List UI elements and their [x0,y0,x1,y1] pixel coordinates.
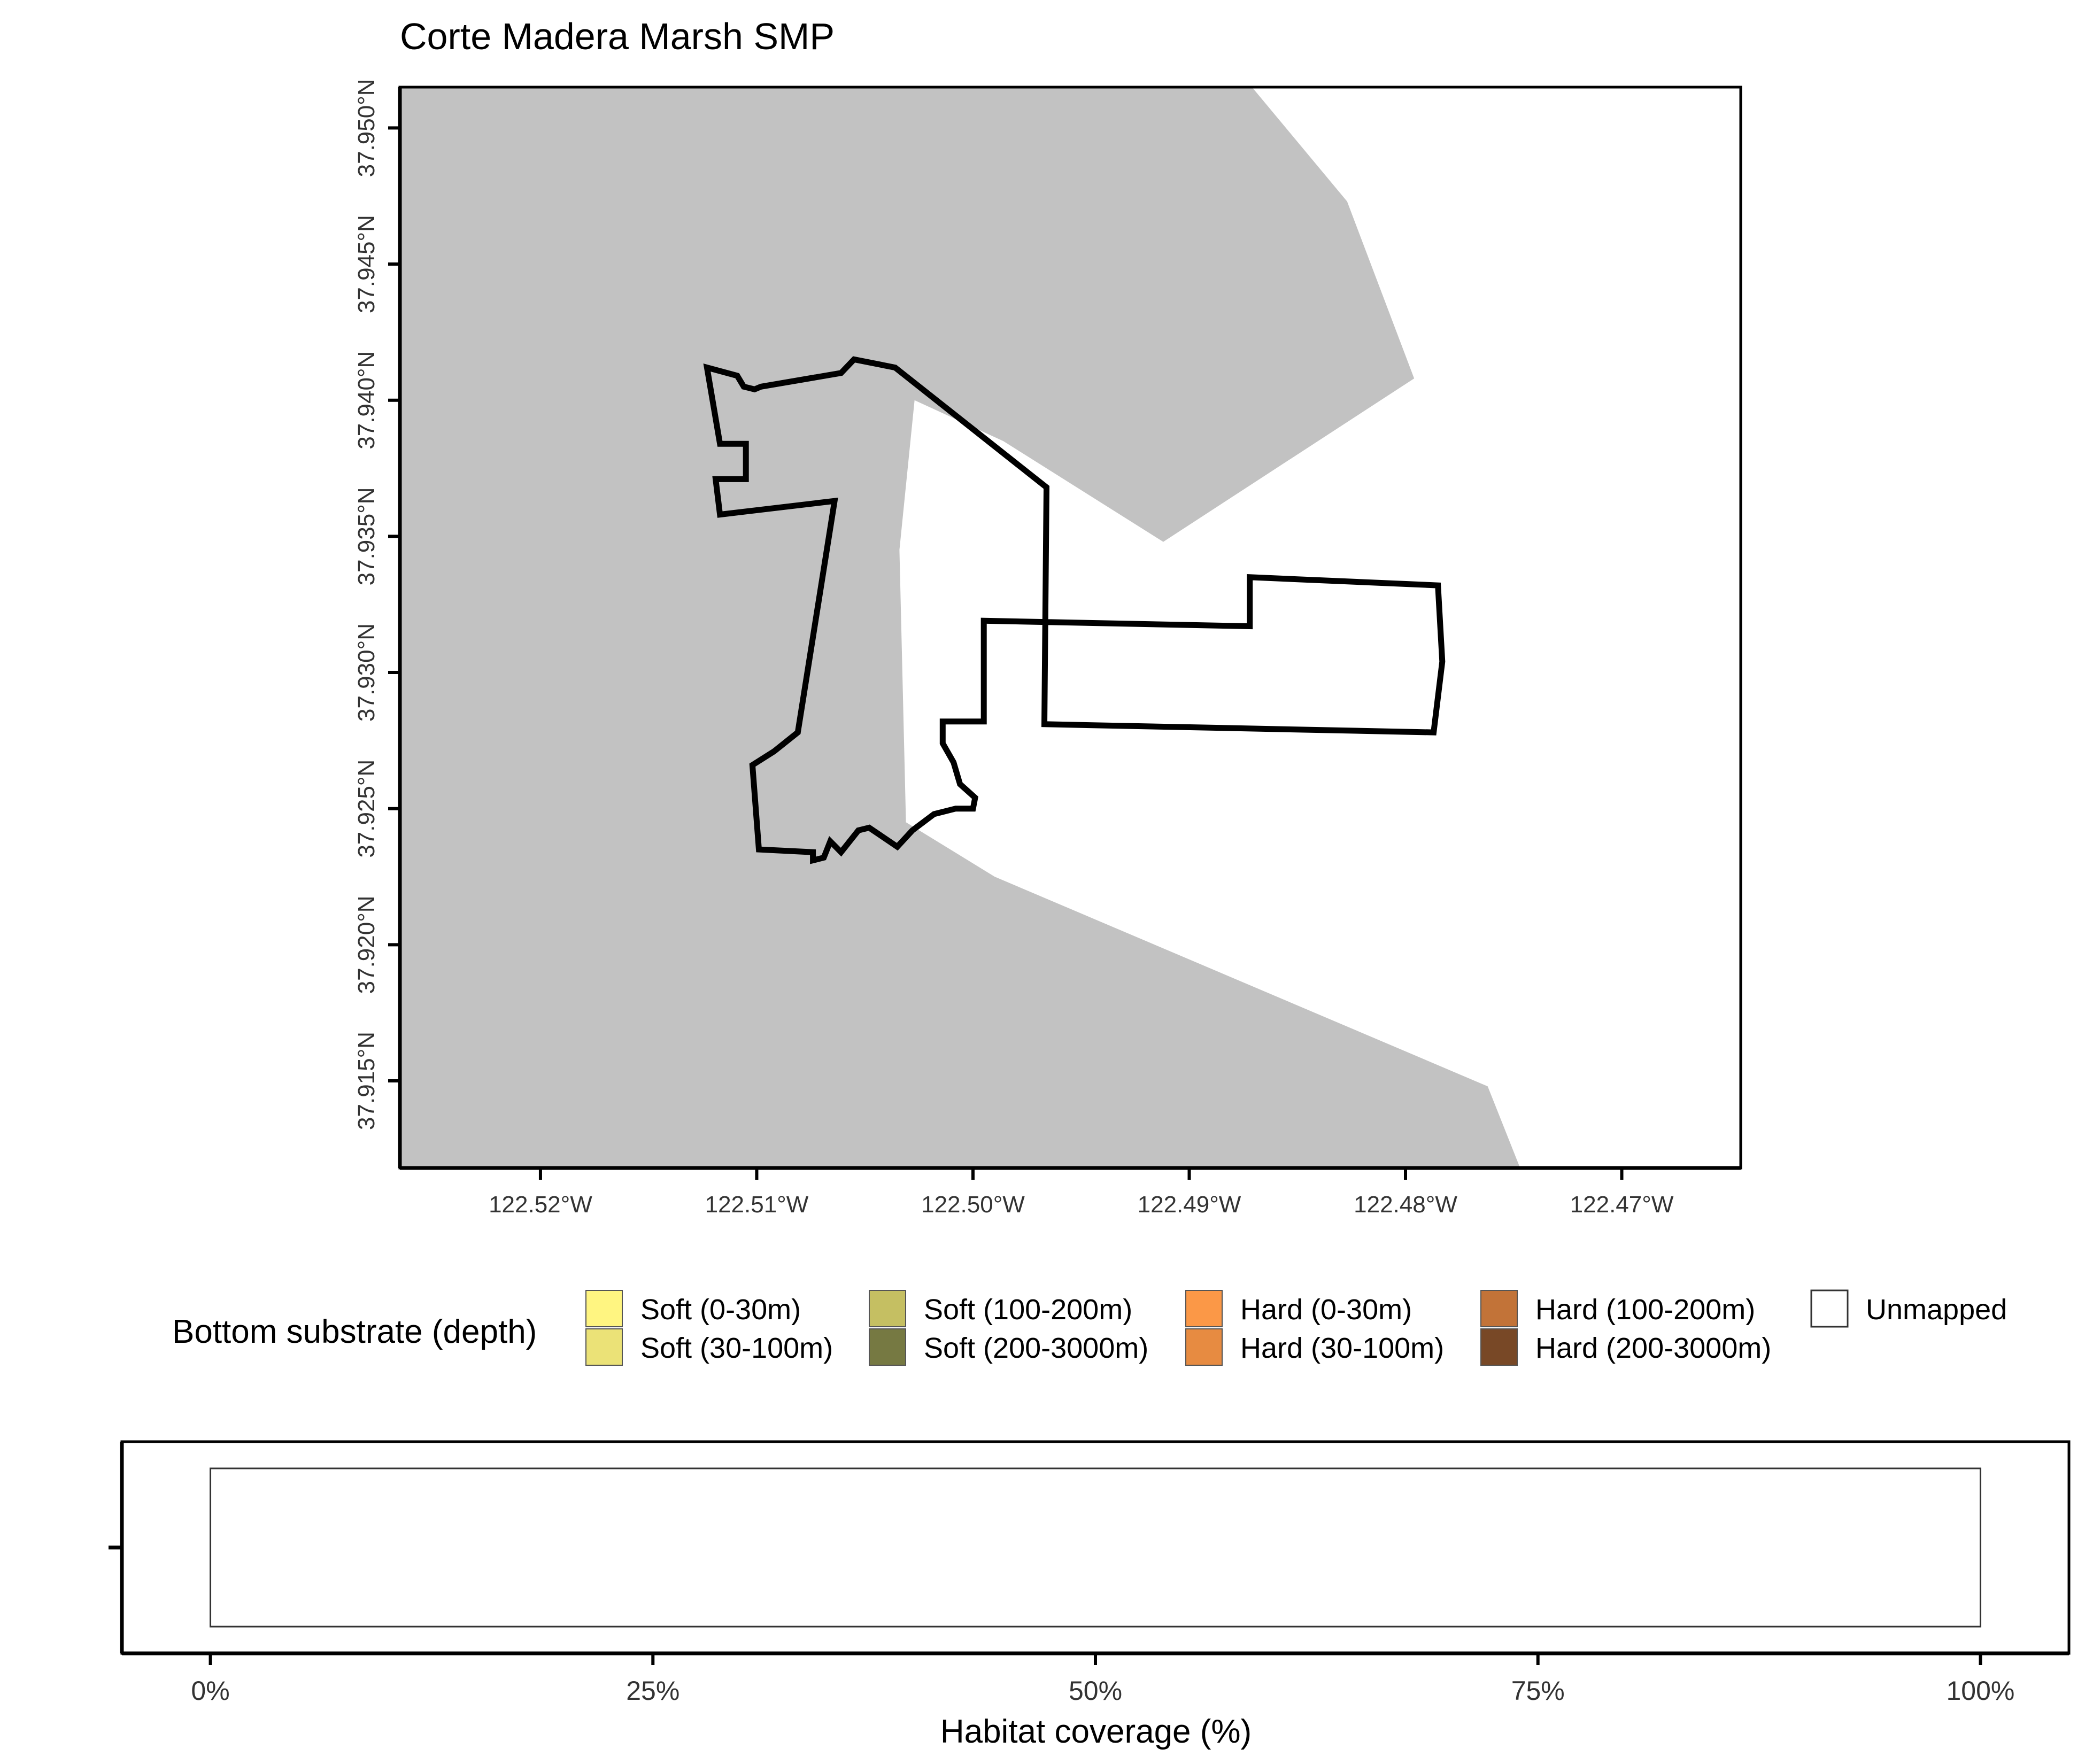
legend-label: Hard (100-200m) [1535,1294,1755,1326]
chart-x-tick-label: 100% [1947,1676,2015,1706]
legend-label: Soft (30-100m) [640,1332,833,1364]
chart-x-axis: 0% 25% 50% 75% 100% [191,1653,2014,1706]
map-y-tick-label: 37.935°N [353,487,380,585]
chart-x-tick-label: 25% [626,1676,679,1706]
map-x-tick-label: 122.50°W [921,1192,1025,1218]
map-y-tick-label: 37.940°N [353,351,380,450]
chart-x-tick-label: 50% [1069,1676,1122,1706]
map-y-tick-label: 37.920°N [353,895,380,994]
legend-swatch [585,1328,623,1366]
legend-item: Soft (200-3000m) [869,1328,1148,1366]
legend-items: Soft (0-30m) Soft (30-100m) Soft (100-200m… [585,1289,2007,1366]
map-x-tick-label: 122.49°W [1138,1192,1241,1218]
mpa-boundary [703,356,1446,864]
chart-x-tick-label: 75% [1511,1676,1565,1706]
map-y-tick-label: 37.925°N [353,760,380,858]
legend-item: Soft (100-200m) [869,1290,1132,1327]
map-x-tick-label: 122.51°W [705,1192,809,1218]
map-y-tick-label: 37.930°N [353,623,380,722]
legend: Bottom substrate (depth) Soft (0-30m)Sof… [172,1289,2007,1366]
legend-swatch [1810,1289,1849,1328]
legend-swatch [1185,1328,1223,1366]
legend-swatch [585,1290,623,1327]
legend-item: Hard (100-200m) [1480,1290,1755,1327]
legend-item: Hard (30-100m) [1185,1328,1444,1366]
map-x-tick-label: 122.48°W [1354,1192,1457,1218]
legend-label: Hard (200-3000m) [1535,1332,1771,1364]
legend-title: Bottom substrate (depth) [172,1313,537,1350]
legend-swatch [869,1328,906,1366]
coverage-bar-unmapped [210,1467,1981,1628]
map-x-tick-label: 122.52°W [489,1192,592,1218]
land-area [400,87,1520,1168]
chart-x-tick-label: 0% [191,1676,229,1706]
legend-item: Soft (0-30m) [585,1290,801,1327]
legend-item: Unmapped [1810,1289,2007,1328]
chart-x-label: Habitat coverage (%) [940,1713,1252,1750]
coverage-chart: 0% 25% 50% 75% 100% Habitat coverage (%) [109,1440,2071,1750]
map-y-axis: 37.915°N 37.920°N 37.925°N 37.930°N 37.935°N… [353,79,400,1130]
legend-item: Hard (0-30m) [1185,1290,1412,1327]
legend-label: Hard (30-100m) [1240,1332,1444,1364]
legend-label: Soft (100-200m) [924,1294,1132,1326]
map-y-tick-label: 37.945°N [353,215,380,313]
legend-label: Soft (0-30m) [640,1294,801,1326]
chart-bars [210,1467,1981,1628]
map-title: Corte Madera Marsh SMP [400,16,835,57]
map-y-tick-label: 37.950°N [353,79,380,177]
legend-label: Soft (200-3000m) [924,1332,1148,1364]
legend-swatch [1185,1290,1223,1327]
legend-item: Hard (200-3000m) [1480,1328,1771,1366]
map-x-axis: 122.52°W 122.51°W 122.50°W 122.49°W 122.48°W… [489,1168,1674,1218]
legend-item: Soft (30-100m) [585,1328,833,1366]
map-panel: 122.52°W 122.51°W 122.50°W 122.49°W 122.48°W… [353,79,1742,1218]
map-y-tick-label: 37.915°N [353,1032,380,1130]
legend-swatch [1480,1290,1518,1327]
legend-swatch [869,1290,906,1327]
legend-label: Hard (0-30m) [1240,1294,1412,1326]
legend-label: Unmapped [1866,1294,2007,1326]
map-x-tick-label: 122.47°W [1570,1192,1674,1218]
legend-swatch [1480,1328,1518,1366]
